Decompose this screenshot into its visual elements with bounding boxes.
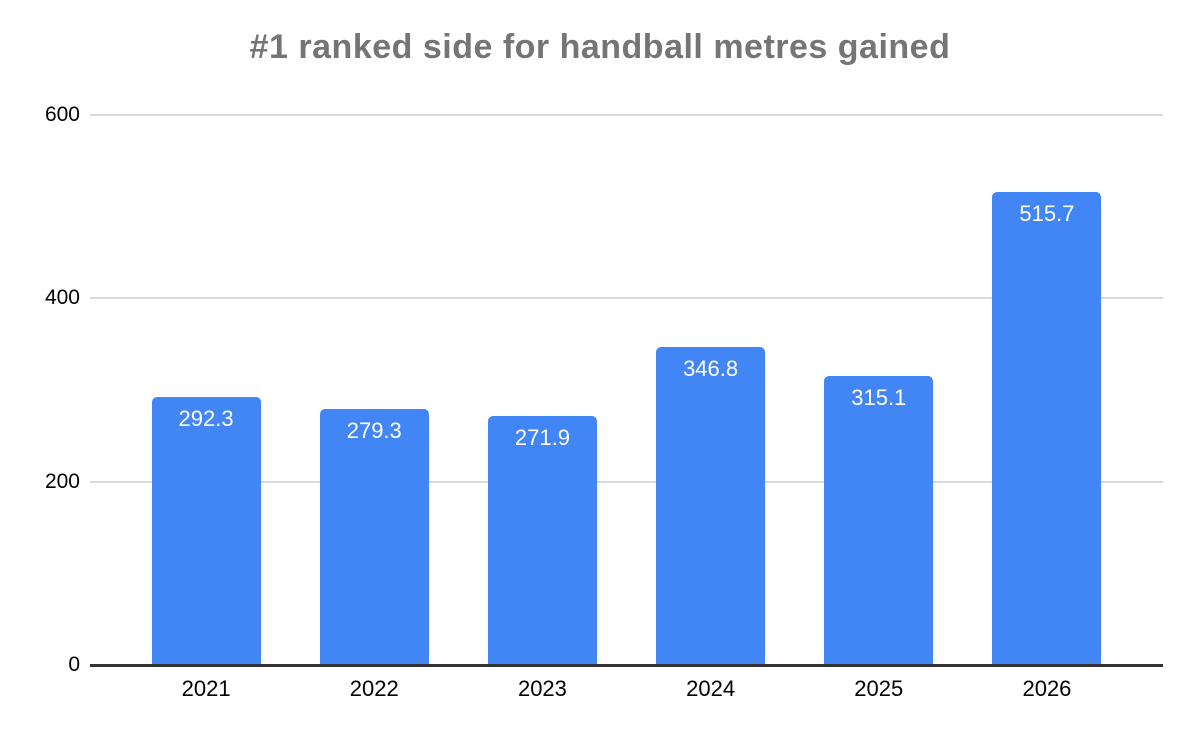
bar-value-label: 315.1	[851, 385, 907, 411]
bar-slot: 271.9	[458, 115, 626, 665]
gridline	[90, 297, 1163, 300]
bar-2024: 346.8	[656, 347, 766, 665]
bar-value-label: 292.3	[178, 406, 234, 432]
x-tick-label: 2021	[181, 676, 231, 701]
bar-slot: 279.3	[290, 115, 458, 665]
y-axis: 0 200 400 600	[0, 103, 80, 676]
x-tick-label: 2023	[517, 676, 567, 701]
bar-slot: 315.1	[795, 115, 963, 665]
bar-value-label: 271.9	[514, 424, 570, 450]
y-tick-label: 0	[68, 653, 80, 676]
gridline	[90, 480, 1163, 483]
bar-2025: 315.1	[824, 376, 934, 665]
y-tick-label: 600	[44, 103, 80, 126]
x-tick-label: 2022	[349, 676, 399, 701]
x-axis-baseline	[90, 664, 1163, 667]
x-axis: 2021 2022 2023 2024 2025 2026	[90, 676, 1163, 702]
bar-2023: 271.9	[487, 415, 597, 665]
bar-2021: 292.3	[151, 397, 261, 665]
bar-slot: 515.7	[963, 115, 1131, 665]
bar-2026: 515.7	[992, 192, 1102, 665]
bar-slot: 346.8	[627, 115, 795, 665]
x-tick-label: 2024	[686, 676, 736, 701]
bar-value-label: 279.3	[346, 417, 402, 443]
bar-value-label: 515.7	[1019, 201, 1075, 227]
y-tick-label: 200	[44, 469, 80, 493]
bar-slot: 292.3	[122, 115, 290, 665]
gridline	[90, 114, 1163, 116]
bar-value-label: 346.8	[683, 356, 739, 382]
bar-series: 292.3 279.3 271.9 346.8 315.1 515.7	[90, 115, 1163, 665]
chart-title: #1 ranked side for handball metres gaine…	[249, 28, 951, 66]
x-tick-label: 2025	[854, 676, 904, 701]
bar-2022: 279.3	[319, 408, 429, 665]
y-tick-label: 400	[44, 286, 80, 310]
plot-area: 292.3 279.3 271.9 346.8 315.1 515.7	[90, 114, 1163, 667]
x-axis-labels: 2021 2022 2023 2024 2025 2026	[122, 676, 1131, 702]
x-tick-label: 2026	[1022, 676, 1072, 701]
